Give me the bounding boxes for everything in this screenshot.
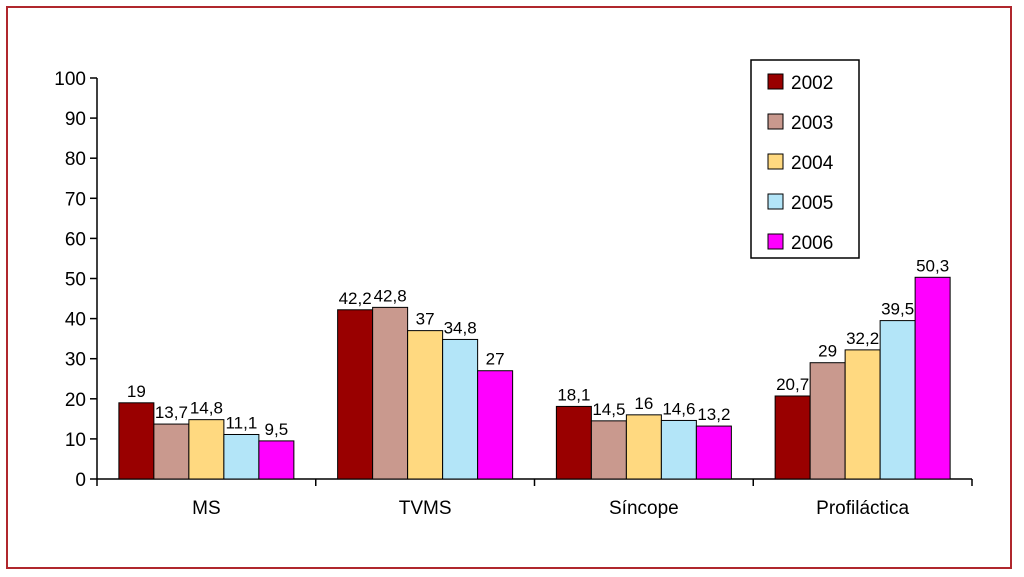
legend-swatch (767, 153, 784, 170)
legend-label: 2003 (791, 113, 833, 134)
data-label: 19 (127, 382, 146, 401)
data-label: 14,6 (662, 399, 695, 418)
data-label: 50,3 (916, 256, 949, 275)
data-label: 16 (634, 394, 653, 413)
bar (774, 395, 811, 480)
legend-label: 2006 (791, 233, 833, 254)
data-label: 18,1 (557, 385, 590, 404)
y-tick-label: 90 (65, 109, 86, 130)
y-tick-label: 20 (65, 390, 86, 411)
category-label: TVMS (399, 498, 452, 519)
bar (660, 419, 697, 480)
data-label: 13,2 (697, 405, 730, 424)
bar (407, 330, 444, 480)
bar (188, 419, 225, 480)
bar (879, 320, 916, 480)
data-label: 37 (416, 310, 435, 329)
y-tick-label: 0 (75, 470, 86, 491)
data-label: 32,2 (846, 329, 879, 348)
y-tick-label: 80 (65, 149, 86, 170)
category-label: Profiláctica (816, 498, 909, 519)
data-label: 20,7 (776, 375, 809, 394)
y-tick-label: 60 (65, 229, 86, 250)
data-label: 42,2 (339, 289, 372, 308)
legend-label: 2002 (791, 73, 833, 94)
data-label: 34,8 (444, 318, 477, 337)
bar (809, 362, 846, 480)
bar (914, 276, 951, 480)
bar (625, 414, 662, 480)
bar (442, 338, 479, 480)
data-label: 42,8 (374, 286, 407, 305)
bar (258, 440, 295, 480)
legend-swatch (767, 193, 784, 210)
bars (118, 276, 951, 480)
legend-swatch (767, 73, 784, 90)
legend-label: 2004 (791, 153, 834, 174)
data-label: 14,5 (592, 400, 625, 419)
bar (844, 349, 881, 480)
y-tick-label: 30 (65, 350, 86, 371)
y-tick-label: 70 (65, 189, 86, 210)
data-label: 14,8 (190, 399, 223, 418)
y-tick-label: 10 (65, 430, 86, 451)
legend-label: 2005 (791, 193, 833, 214)
legend: 2002 2003 2004 2005 2006 (750, 59, 860, 259)
bar (695, 425, 732, 480)
y-tick-label: 50 (65, 270, 86, 291)
bar (555, 405, 592, 480)
bar (223, 433, 260, 480)
bar (118, 402, 155, 480)
data-label: 27 (486, 350, 505, 369)
data-label: 9,5 (265, 420, 289, 439)
bar (337, 309, 374, 480)
y-tick-label: 100 (54, 69, 86, 90)
y-tick-label: 40 (65, 310, 86, 331)
bar (477, 370, 514, 480)
bar (153, 423, 190, 480)
bar (590, 420, 627, 480)
data-label: 13,7 (155, 403, 188, 422)
bar (372, 306, 409, 480)
category-label: Síncope (609, 498, 679, 519)
legend-swatch (767, 233, 784, 250)
data-label: 39,5 (881, 300, 914, 319)
data-label: 11,1 (225, 413, 257, 432)
data-label: 29 (818, 342, 837, 361)
legend-swatch (767, 113, 784, 130)
category-label: MS (192, 498, 221, 519)
